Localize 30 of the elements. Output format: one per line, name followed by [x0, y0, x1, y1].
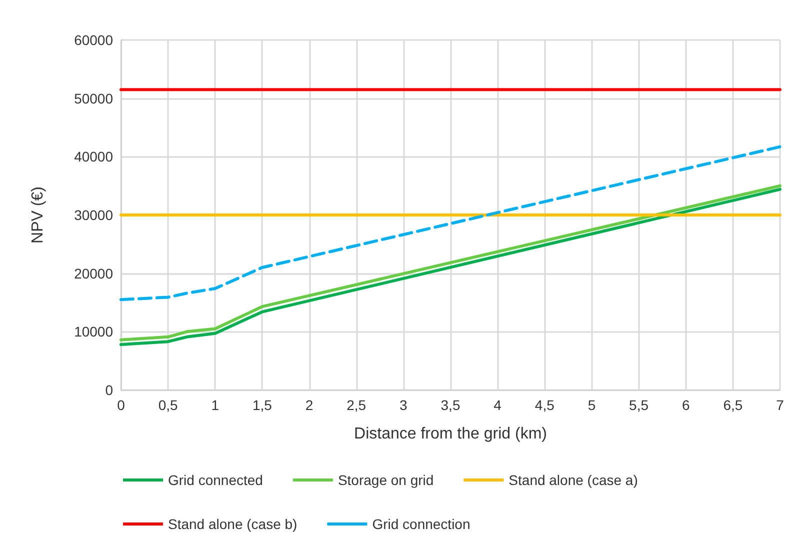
x-tick-label: 0 — [117, 397, 126, 413]
x-tick-label: 6,5 — [723, 397, 743, 413]
x-tick-label: 4 — [494, 397, 502, 413]
x-tick-label: 5 — [588, 397, 596, 413]
x-tick-label: 1,5 — [252, 397, 272, 413]
x-tick-label: 7 — [776, 397, 784, 413]
x-tick-label: 2,5 — [346, 397, 366, 413]
y-tick-label: 10000 — [74, 324, 114, 340]
x-tick-label: 0,5 — [158, 397, 178, 413]
y-tick-label: 60000 — [74, 32, 114, 48]
x-tick-label: 5,5 — [629, 397, 649, 413]
y-tick-label: 40000 — [74, 148, 114, 165]
x-tick-label: 1 — [211, 397, 220, 413]
legend-label: Grid connection — [372, 516, 470, 532]
y-tick-label: 30000 — [74, 207, 114, 223]
legend-label: Grid connected — [168, 472, 263, 488]
x-axis-title: Distance from the grid (km) — [354, 426, 547, 442]
legend-label: Storage on grid — [338, 472, 434, 488]
y-tick-label: 50000 — [74, 90, 114, 106]
x-tick-label: 6 — [682, 397, 690, 413]
y-tick-label: 0 — [105, 382, 114, 398]
legend-label: Stand alone (case a) — [508, 472, 638, 488]
line-series — [120, 145, 782, 302]
x-tick-label: 2 — [305, 397, 314, 413]
x-tick-label: 4,5 — [534, 397, 555, 413]
x-tick-label: 3,5 — [440, 397, 460, 413]
x-tick-label: 3 — [400, 397, 408, 413]
y-axis-title: NPV (€) — [30, 186, 46, 244]
y-tick-label: 20000 — [74, 265, 114, 282]
legend-label: Stand alone (case b) — [168, 516, 298, 532]
